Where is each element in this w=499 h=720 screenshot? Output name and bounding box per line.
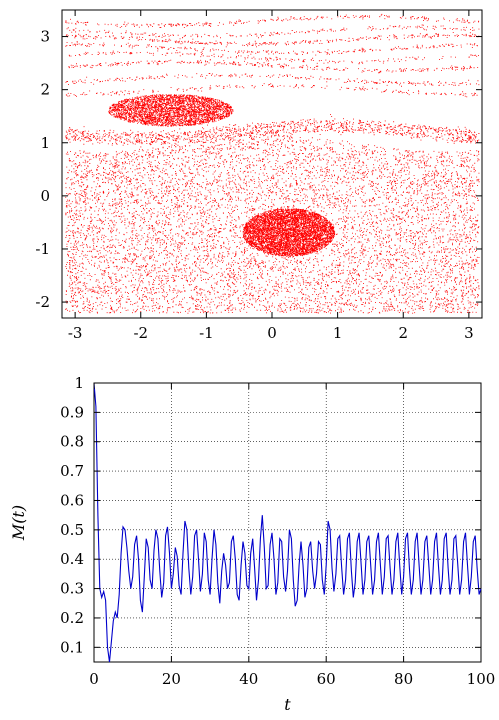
- bottom-axis-ticks: 0 20 40 60 80 100 0.1 0.2 0.3 0.4 0.5 0.6 0.7 0.8 0.9 1: [60, 374, 495, 688]
- top-plot-area: -3 -2 -1 0 1 2 3 -2 -1 0 1 2 3: [35, 9, 483, 342]
- x-tick-label: 0: [267, 324, 277, 342]
- poincare-scatter-chart: -3 -2 -1 0 1 2 3 -2 -1 0 1 2 3: [35, 9, 483, 342]
- x-tick-label: 20: [162, 670, 181, 688]
- top-plot-frame: [61, 9, 483, 319]
- bottom-plot-area: 0 20 40 60 80 100 0.1 0.2 0.3 0.4 0.5 0.6 0.7 0.8 0.9 1…: [9, 374, 495, 714]
- scatter-points: [65, 13, 480, 314]
- y-tick-label: 1: [74, 374, 84, 392]
- x-tick-label: 80: [394, 670, 413, 688]
- y-tick-label: 0.7: [60, 462, 84, 480]
- y-axis-label: M(t): [9, 505, 28, 541]
- x-tick-label: 2: [398, 324, 408, 342]
- y-tick-label: 0.6: [60, 491, 84, 509]
- y-tick-label: 0.2: [60, 609, 84, 627]
- y-tick-label: 0.1: [60, 638, 84, 656]
- x-tick-label: 100: [467, 670, 496, 688]
- x-tick-label: 3: [464, 324, 474, 342]
- x-tick-label: 60: [317, 670, 336, 688]
- series-line-m-of-t: [93, 382, 482, 663]
- x-tick-label: 0: [89, 670, 99, 688]
- y-tick-label: 0.8: [60, 433, 84, 451]
- x-tick-label: -3: [68, 324, 83, 342]
- x-tick-label: -2: [133, 324, 148, 342]
- x-tick-label: -1: [199, 324, 214, 342]
- y-tick-label: 0.4: [60, 550, 84, 568]
- top-axis-ticks: -3 -2 -1 0 1 2 3 -2 -1 0 1 2 3: [35, 10, 482, 342]
- magnetization-line-chart: 0 20 40 60 80 100 0.1 0.2 0.3 0.4 0.5 0.6 0.7 0.8 0.9 1…: [9, 374, 495, 714]
- y-tick-label: 1: [40, 134, 50, 152]
- x-axis-label: t: [284, 695, 291, 714]
- bottom-grid: [94, 383, 481, 662]
- y-tick-label: 0.3: [60, 580, 84, 598]
- y-tick-label: -2: [35, 293, 50, 311]
- top-scatter-points: [65, 13, 480, 314]
- y-tick-label: -1: [35, 240, 50, 258]
- x-tick-label: 40: [239, 670, 258, 688]
- y-tick-label: 3: [40, 28, 50, 46]
- x-tick-label: 1: [333, 324, 343, 342]
- y-tick-label: 0.9: [60, 403, 84, 421]
- bottom-plot-frame: [93, 382, 482, 663]
- y-tick-label: 0: [40, 187, 50, 205]
- y-tick-label: 0.5: [60, 521, 84, 539]
- y-tick-label: 2: [40, 81, 50, 99]
